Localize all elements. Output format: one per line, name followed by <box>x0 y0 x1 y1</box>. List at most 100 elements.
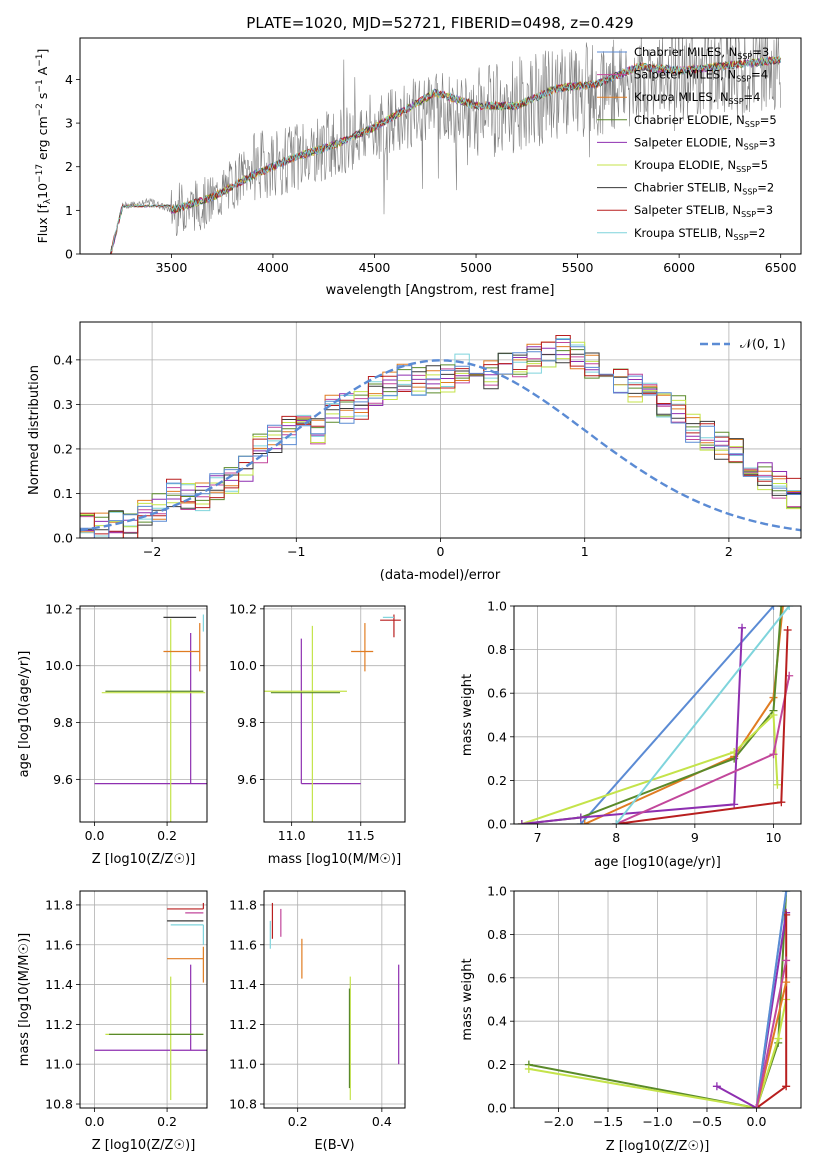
legend-entry-main: Kroupa MILES, N <box>634 90 729 104</box>
mass-weight-marker <box>785 606 794 610</box>
residual-histogram-chabrier-elodie <box>80 349 801 523</box>
model-spectrum-kroupa-miles <box>110 56 782 254</box>
legend-entry-tail: =2 <box>749 226 766 240</box>
y-tick-label: 0.1 <box>53 486 73 501</box>
y-axis-label-part: −1 <box>35 79 45 92</box>
spectrum-plot-area <box>110 38 782 254</box>
panel-mass-weight-vs-age: 7 8 9 10 0.0 0.2 0.4 0.6 0.8 1.0 age [log10(age/yr… <box>460 599 802 870</box>
observed-spectrum <box>110 38 781 254</box>
x-tick-label: 3500 <box>155 260 187 275</box>
y-tick-label: 0 <box>65 247 73 262</box>
model-spectrum-salpeter-elodie <box>110 55 781 254</box>
legend-entry-sub: SSP <box>742 188 757 197</box>
x-axis-label: wavelength [Angstrom, rest frame] <box>326 283 555 298</box>
normal-distribution-curve <box>80 359 801 532</box>
mass-weight-plot-area <box>517 606 794 824</box>
x-axis-label: Z [log10(Z/Z☉)] <box>606 1139 710 1154</box>
mass-weight-marker <box>769 711 778 719</box>
legend-entry-main: Salpeter MILES, N <box>634 68 736 82</box>
x-tick-label: −1 <box>287 544 305 559</box>
y-axis-label-part: −17 <box>35 164 45 183</box>
mass-weight-marker <box>782 1082 791 1091</box>
mass-weight-line-salpeter-miles <box>755 960 788 1108</box>
x-tick-label: 7 <box>534 830 542 845</box>
x-tick-label: −1.5 <box>593 1114 623 1129</box>
mass-weight-marker <box>738 623 747 632</box>
legend-entry: 𝒩(0, 1) <box>740 336 786 351</box>
residual-histogram-salpeter-miles <box>80 342 801 538</box>
legend-entry-main: Chabrier STELIB, N <box>634 181 742 195</box>
y-tick-label: 0.2 <box>487 1057 507 1072</box>
x-tick-label: 0.0 <box>85 1114 105 1129</box>
x-tick-label: 5000 <box>460 260 492 275</box>
y-tick-label: 11.0 <box>45 1057 73 1072</box>
y-tick-label: 2 <box>65 159 73 174</box>
legend-entry: Chabrier STELIB, NSSP=2 <box>634 181 774 197</box>
y-axis-label-part: A <box>35 66 50 79</box>
y-tick-label: 9.8 <box>237 715 257 730</box>
y-tick-label: 10.0 <box>229 658 257 673</box>
residual-histogram-kroupa-elodie <box>80 341 801 528</box>
y-tick-label: 0.4 <box>487 729 507 744</box>
legend-entry: Kroupa MILES, NSSP=4 <box>634 90 760 106</box>
plot-frame <box>263 605 406 823</box>
y-axis-label: mass [log10(M/M☉)] <box>17 933 32 1066</box>
mass-weight-marker <box>777 606 786 610</box>
y-tick-label: 9.6 <box>53 772 73 787</box>
y-tick-label: 11.8 <box>45 897 73 912</box>
legend-entry-tail: =5 <box>760 113 777 127</box>
mass-weight-marker <box>712 1082 721 1091</box>
panel-mass-vs-Z: 0.0 0.2 10.8 11.0 11.2 11.4 11.6 11.8 Z [log10(Z… <box>17 890 208 1153</box>
y-tick-label: 1 <box>65 203 73 218</box>
legend-entry-sub: SSP <box>736 165 751 174</box>
plot-frame <box>513 605 802 825</box>
x-tick-label: 11.5 <box>347 828 375 843</box>
plot-frame <box>79 605 208 823</box>
legend-entry-main: Salpeter STELIB, N <box>634 203 741 217</box>
x-axis-label: age [log10(age/yr)] <box>594 855 721 870</box>
y-axis-label: Normed distribution <box>27 365 42 495</box>
legend-entry: Salpeter ELODIE, NSSP=3 <box>634 135 776 151</box>
x-tick-label: 10 <box>766 830 782 845</box>
y-tick-label: 10.0 <box>45 658 73 673</box>
panel-mass-weight-vs-Z: −2.0 −1.5 −1.0 −0.5 0.0 0.0 0.2 0.4 0.6 0.8 1.0 Z [… <box>460 884 802 1154</box>
y-tick-label: 3 <box>65 116 73 131</box>
plot-frame <box>79 321 802 539</box>
legend-entry: Salpeter STELIB, NSSP=3 <box>634 203 773 219</box>
x-axis-label: Z [log10(Z/Z☉)] <box>92 852 196 867</box>
mass-weight-marker <box>774 1034 783 1043</box>
y-axis-label-part: 10 <box>35 183 50 199</box>
y-tick-label: 11.6 <box>229 937 257 952</box>
mass-weight-marker <box>782 956 791 965</box>
panel-age-vs-Z: 0.0 0.2 9.6 9.8 10.0 10.2 Z [log10(Z/Z☉)] age [… <box>17 601 208 867</box>
mass-weight-line-salpeter-elodie <box>716 912 788 1108</box>
x-axis-label: (data-model)/error <box>380 568 501 583</box>
model-spectrum-kroupa-elodie <box>110 56 781 252</box>
x-tick-label: 0.0 <box>747 1114 767 1129</box>
figure-title: PLATE=1020, MJD=52721, FIBERID=0498, z=0… <box>246 14 633 32</box>
x-tick-label: 5500 <box>562 260 594 275</box>
y-tick-label: 10.2 <box>229 601 257 616</box>
y-tick-label: 9.6 <box>237 772 257 787</box>
panel-residuals: −2 −1 0 1 2 0.0 0.1 0.2 0.3 0.4 𝒩(0, 1) (data-model… <box>27 321 802 583</box>
x-tick-label: 0.0 <box>85 828 105 843</box>
panel-age-vs-mass: 11.0 11.5 9.6 9.8 10.0 10.2 mass [log10(M/M☉)] <box>229 601 406 867</box>
x-tick-label: 6000 <box>663 260 695 275</box>
x-tick-label: −2.0 <box>543 1114 573 1129</box>
legend-entry-tail: =3 <box>759 135 776 149</box>
legend-entry-tail: =2 <box>757 181 774 195</box>
panel-mass-vs-ebv: 0.2 0.4 10.8 11.0 11.2 11.4 11.6 11.8 E(B-V) <box>229 890 406 1153</box>
mass-weight-line-kroupa-miles <box>584 606 784 824</box>
y-tick-label: 0.0 <box>487 1101 507 1116</box>
mass-weight-marker <box>782 978 791 987</box>
mass-weight-line-kroupa-stelib <box>615 606 790 824</box>
mass-weight-marker <box>730 800 739 809</box>
y-tick-label: 0.8 <box>487 927 507 942</box>
residual-histogram-kroupa-stelib <box>80 338 801 537</box>
y-tick-label: 10.2 <box>45 601 73 616</box>
y-tick-label: 0.4 <box>53 352 73 367</box>
x-tick-label: −0.5 <box>692 1114 722 1129</box>
y-axis-label-part: −1 <box>35 54 45 67</box>
model-spectrum-chabrier-stelib <box>110 58 782 254</box>
y-tick-label: 0.0 <box>487 817 507 832</box>
